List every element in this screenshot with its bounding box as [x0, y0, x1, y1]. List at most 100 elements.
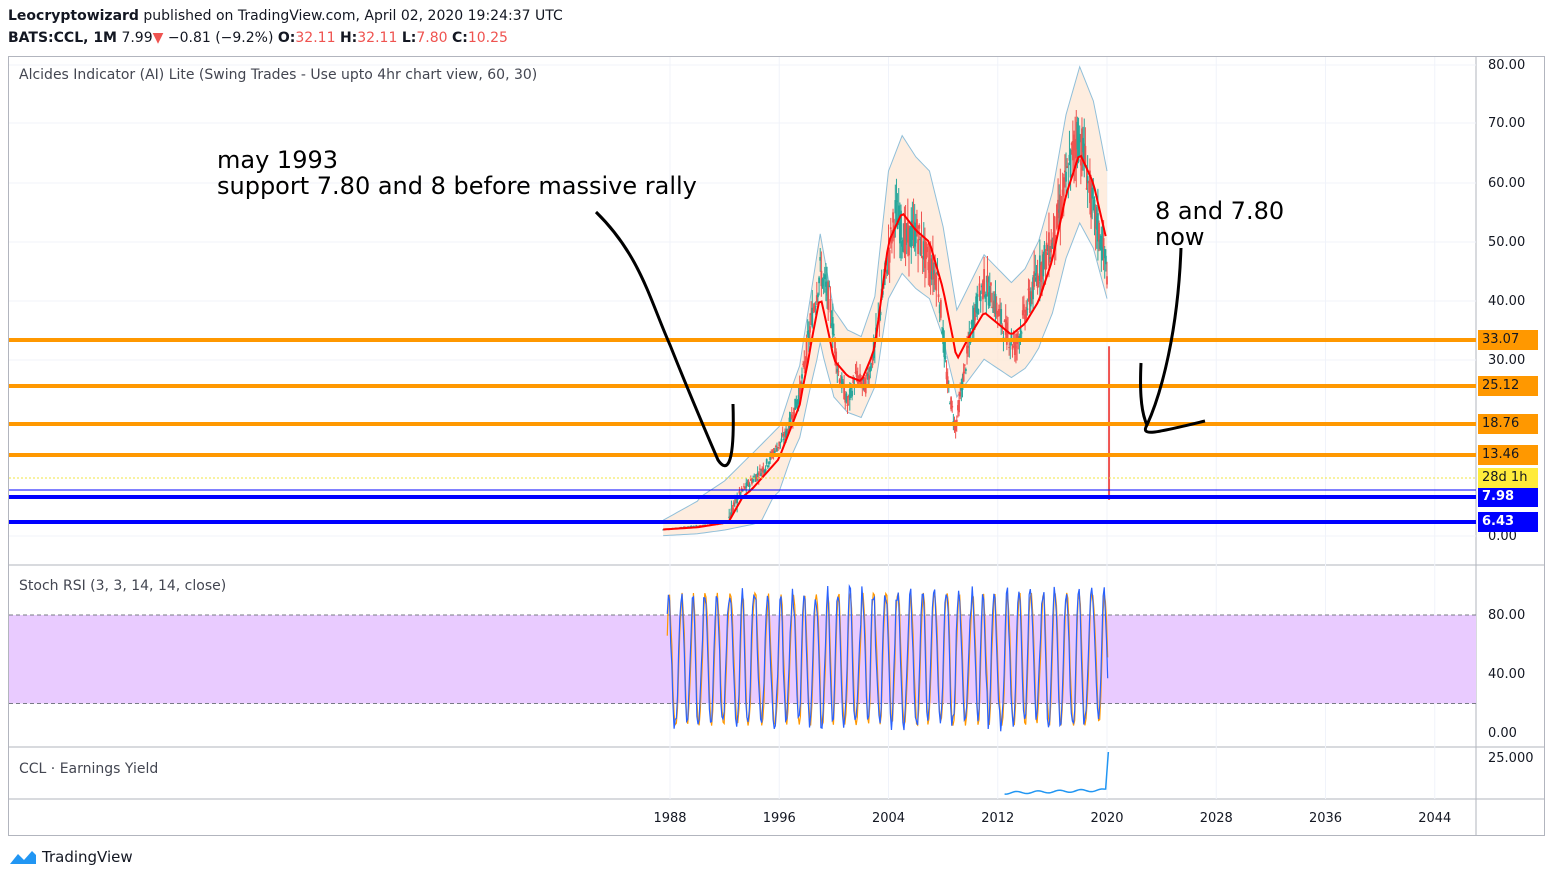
candle-body: [739, 492, 742, 495]
candle-body: [1048, 232, 1050, 266]
main-indicator-label[interactable]: Alcides Indicator (AI) Lite (Swing Trade…: [19, 67, 538, 83]
candle-body: [938, 304, 941, 314]
candle-body: [898, 221, 901, 244]
open-value: 32.11: [295, 30, 336, 46]
candle-body: [935, 275, 938, 291]
candle-body: [839, 381, 842, 384]
candle-body: [805, 339, 808, 363]
candle-body: [770, 451, 773, 454]
time-axis-label: 2028: [1200, 811, 1233, 826]
candle-body: [785, 430, 787, 439]
chart-frame[interactable]: [8, 56, 1545, 836]
candle-body: [1017, 336, 1020, 339]
price-axis-label: 0.00: [1488, 529, 1517, 544]
candle-body: [784, 431, 786, 437]
candle-body: [1019, 327, 1022, 332]
candle-body: [1079, 159, 1082, 166]
last-price: 7.99: [121, 30, 153, 46]
candle-body: [753, 476, 756, 478]
candle-body: [1020, 332, 1023, 334]
candle-body: [911, 220, 914, 240]
candle-body: [812, 309, 815, 311]
time-axis-label: 1996: [763, 811, 796, 826]
band-lower-line: [663, 221, 1108, 537]
candle-body: [1106, 276, 1108, 285]
candle-body: [731, 508, 734, 512]
candle-body: [1082, 137, 1085, 153]
candle-body: [790, 415, 793, 419]
candle-body: [913, 222, 916, 247]
time-axis-label: 1988: [653, 811, 686, 826]
candle-body: [763, 470, 766, 473]
candle-body: [820, 270, 823, 287]
annotation-line: now: [1155, 223, 1205, 251]
candle-body: [980, 285, 983, 288]
candle-body: [751, 480, 753, 484]
candle-body: [818, 277, 820, 284]
candle-body: [1030, 291, 1033, 300]
candle-body: [994, 293, 997, 314]
candle-body: [925, 241, 927, 260]
candle-body: [1071, 141, 1074, 161]
candle-body: [1098, 222, 1100, 242]
candle-body: [1062, 177, 1065, 197]
candle-body: [813, 306, 816, 310]
stoch-rsi-label[interactable]: Stoch RSI (3, 3, 14, 14, close): [19, 578, 227, 594]
candle-body: [786, 429, 789, 433]
candle-body: [766, 466, 769, 468]
candle-body: [764, 468, 767, 472]
candle-body: [912, 221, 915, 225]
candle-body: [759, 468, 761, 470]
candle-body: [1070, 143, 1073, 146]
candle-body: [828, 285, 831, 287]
candle-body: [1004, 319, 1007, 335]
candle-body: [931, 256, 934, 280]
candle-body: [916, 219, 918, 235]
author-name[interactable]: Leocryptowizard: [8, 8, 139, 24]
candle-body: [988, 285, 991, 307]
candle-body: [803, 362, 806, 370]
candle-body: [1065, 171, 1067, 182]
price-axis-label: 40.00: [1488, 294, 1525, 309]
candle-body: [1003, 320, 1006, 322]
earnings-yield-label[interactable]: CCL · Earnings Yield: [19, 761, 159, 777]
candle-body: [918, 224, 921, 229]
price-axis-label: 30.00: [1488, 353, 1525, 368]
candle-body: [754, 477, 757, 482]
candle-body: [926, 246, 929, 253]
candle-body: [795, 402, 798, 408]
candle-body: [837, 371, 840, 373]
candle-body: [768, 461, 770, 465]
time-axis-label: 2012: [981, 811, 1014, 826]
price-tag-7.98: 7.98: [1478, 487, 1538, 507]
candle-body: [1033, 271, 1036, 287]
candle-body: [1056, 204, 1058, 229]
candle-body: [802, 363, 805, 366]
tradingview-logo[interactable]: TradingView: [8, 848, 133, 866]
candle-body: [1063, 170, 1066, 173]
candle-body: [1058, 209, 1061, 213]
candle-body: [902, 239, 905, 252]
candle-body: [891, 235, 893, 244]
candle-body: [996, 311, 999, 317]
candle-body: [889, 227, 892, 230]
candle-body: [801, 374, 803, 379]
candle-body: [1027, 288, 1030, 291]
candle-body: [797, 395, 800, 405]
candle-body: [769, 454, 772, 460]
candle-body: [964, 369, 967, 371]
candle-body: [760, 472, 762, 477]
candle-body: [985, 294, 988, 297]
candle-body: [1046, 253, 1049, 255]
candle-body: [796, 400, 799, 404]
candle-body: [993, 300, 996, 313]
candle-body: [937, 294, 940, 298]
candle-body: [822, 277, 825, 279]
candle-body: [941, 331, 943, 334]
candle-body: [860, 380, 863, 387]
candle-body: [1015, 346, 1017, 348]
candle-body: [852, 378, 855, 383]
candle-body: [991, 306, 993, 308]
candle-body: [908, 226, 910, 256]
